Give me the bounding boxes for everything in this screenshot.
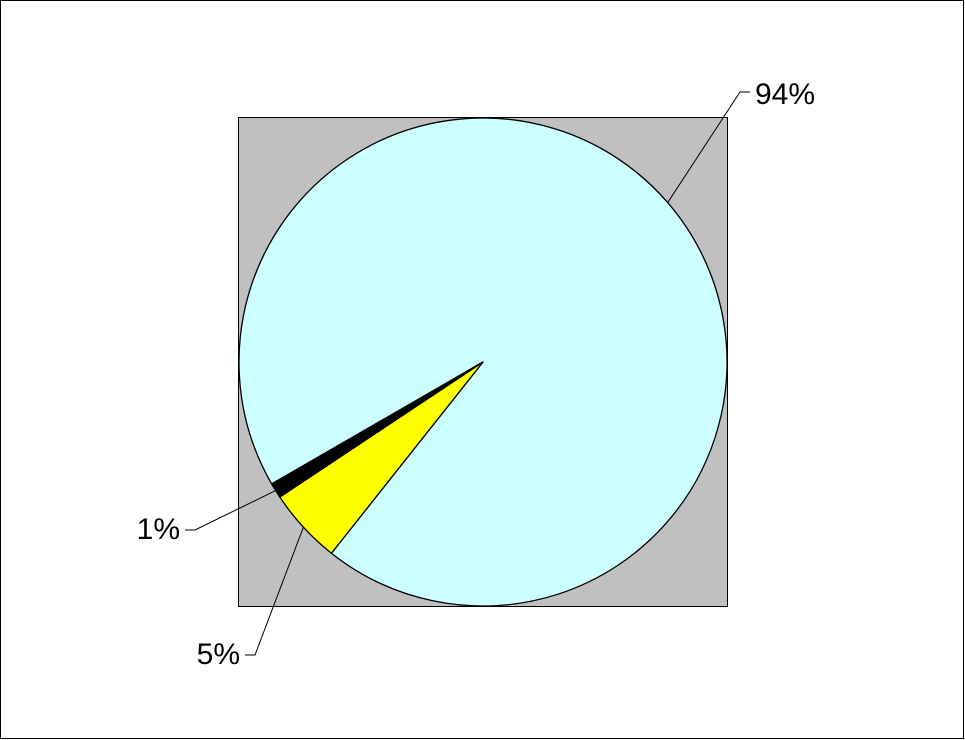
leader-line <box>667 91 750 203</box>
leader-line <box>185 490 276 531</box>
leader-line <box>245 526 304 656</box>
data-label: 5% <box>197 638 240 671</box>
data-label: 1% <box>137 513 180 546</box>
data-label: 94% <box>755 78 815 111</box>
